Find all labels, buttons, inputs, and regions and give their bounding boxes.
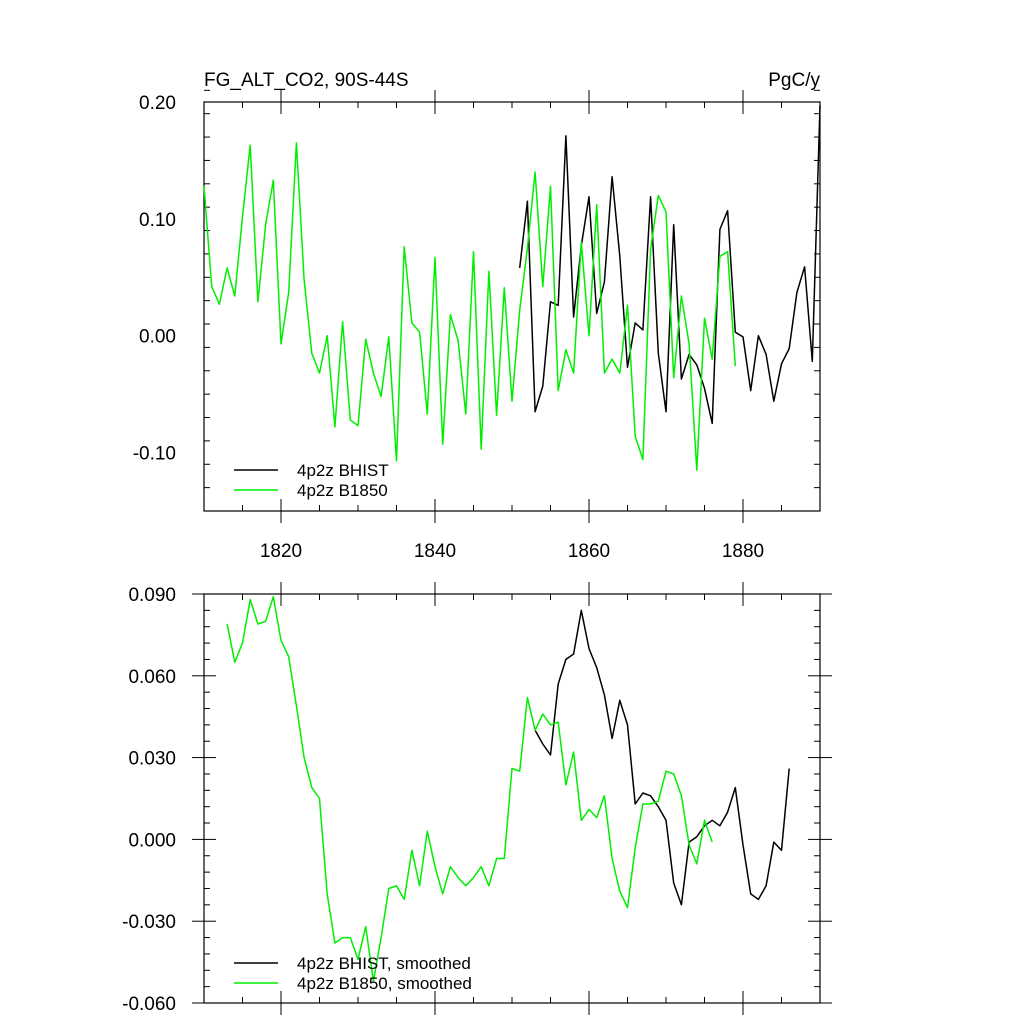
y-tick-label: 0.090 — [128, 585, 176, 606]
series-line-b1850 — [203, 142, 737, 471]
x-tick-label: 1820 — [260, 541, 302, 562]
y-tick-label: -0.10 — [133, 444, 176, 465]
units-label: PgC/y — [768, 70, 820, 91]
x-tick-label: 1840 — [414, 541, 456, 562]
y-tick-label: -0.030 — [122, 912, 176, 933]
y-tick-label: 0.00 — [139, 327, 176, 348]
legend-label: 4p2z B1850 — [297, 481, 388, 500]
x-tick-label: 1860 — [568, 541, 610, 562]
plot-frame — [203, 101, 821, 512]
y-tick-label: 0.10 — [139, 210, 176, 231]
x-tick-label: 1880 — [722, 541, 764, 562]
series-line-b1850 — [226, 595, 713, 982]
bottom-panel: -0.060 -0.030 0.000 0.030 0.060 0.090 4p2z BHI… — [122, 582, 832, 1015]
figure-title: FG_ALT_CO2, 90S-44S — [204, 70, 409, 91]
y-tick-label: -0.060 — [122, 994, 176, 1015]
y-tick-label: 0.060 — [128, 667, 176, 688]
legend-label: 4p2z BHIST, smoothed — [297, 954, 471, 973]
top-panel: 1820 1840 1860 1880 -0.10 0.00 0.10 0.20 4p2z BH… — [133, 89, 821, 562]
y-tick-label: 0.030 — [128, 749, 176, 770]
series-line-bhist — [534, 609, 790, 906]
y-tick-label: 0.000 — [128, 830, 176, 851]
legend-label: 4p2z BHIST — [297, 461, 389, 480]
y-tick-label: 0.20 — [139, 93, 176, 114]
plot-frame — [203, 593, 821, 1004]
legend-label: 4p2z B1850, smoothed — [297, 974, 472, 993]
series-line-bhist — [518, 105, 821, 425]
